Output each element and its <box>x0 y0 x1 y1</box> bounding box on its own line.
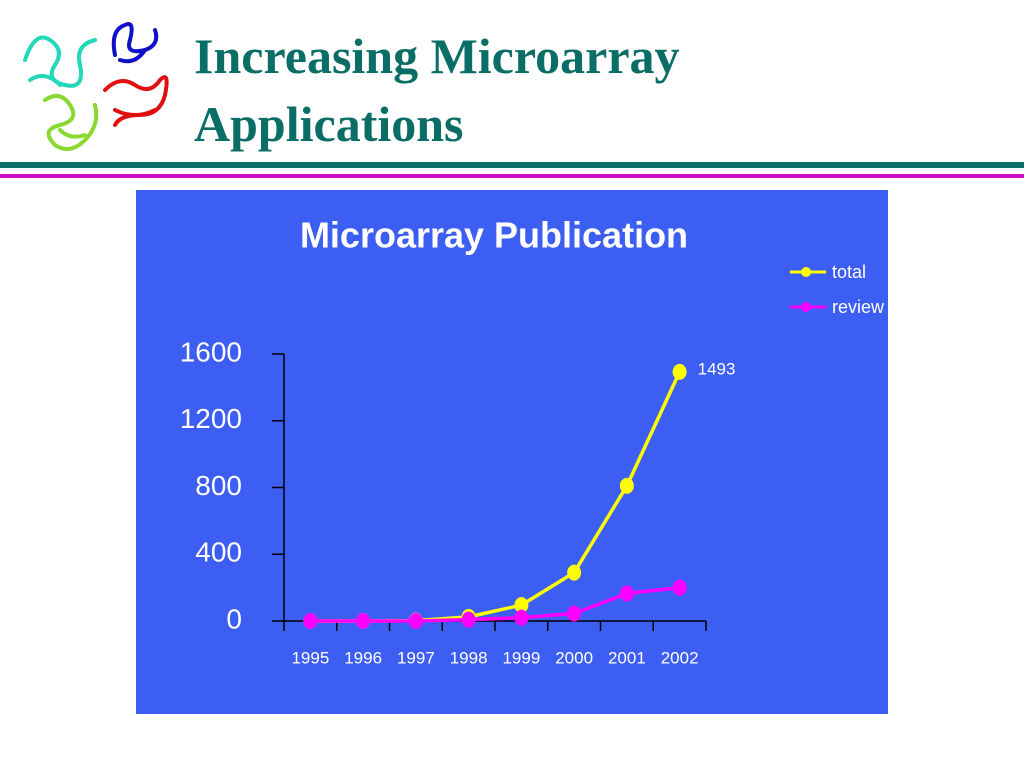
x-tick-label: 1997 <box>397 648 435 667</box>
data-label: 1493 <box>698 359 736 378</box>
x-tick-label: 2000 <box>555 648 593 667</box>
data-point <box>514 597 529 614</box>
y-tick-label: 1200 <box>180 403 242 434</box>
chart-background <box>136 190 888 714</box>
legend-marker <box>801 302 811 312</box>
series-line <box>310 585 680 623</box>
chart-title: Microarray Publication <box>300 215 688 256</box>
y-tick-label: 0 <box>226 603 242 634</box>
x-tick-label: 2001 <box>608 648 646 667</box>
data-point <box>672 579 687 596</box>
y-tick-label: 800 <box>195 470 242 501</box>
y-tick-label: 400 <box>195 537 242 568</box>
slide-title: Increasing Microarray Applications <box>194 28 680 152</box>
x-tick-label: 1995 <box>291 648 329 667</box>
y-tick-label: 1600 <box>180 336 242 367</box>
x-tick-label: 1999 <box>502 648 540 667</box>
data-point <box>408 613 423 629</box>
data-point <box>514 609 529 626</box>
x-tick-label: 1996 <box>344 648 382 667</box>
x-tick-label: 1998 <box>450 648 488 667</box>
data-point <box>567 605 582 622</box>
rule-magenta <box>0 174 1024 178</box>
data-point <box>567 564 582 581</box>
data-point <box>303 613 318 629</box>
data-point <box>619 477 634 494</box>
legend-label: review <box>832 297 885 317</box>
data-point <box>461 611 476 628</box>
data-point <box>356 613 371 629</box>
legend-marker <box>801 267 811 277</box>
legend-label: total <box>832 262 866 282</box>
data-point <box>619 585 634 602</box>
x-tick-label: 2002 <box>661 648 699 667</box>
data-point <box>672 363 687 380</box>
rule-teal <box>0 162 1024 168</box>
protein-icon <box>23 22 169 151</box>
